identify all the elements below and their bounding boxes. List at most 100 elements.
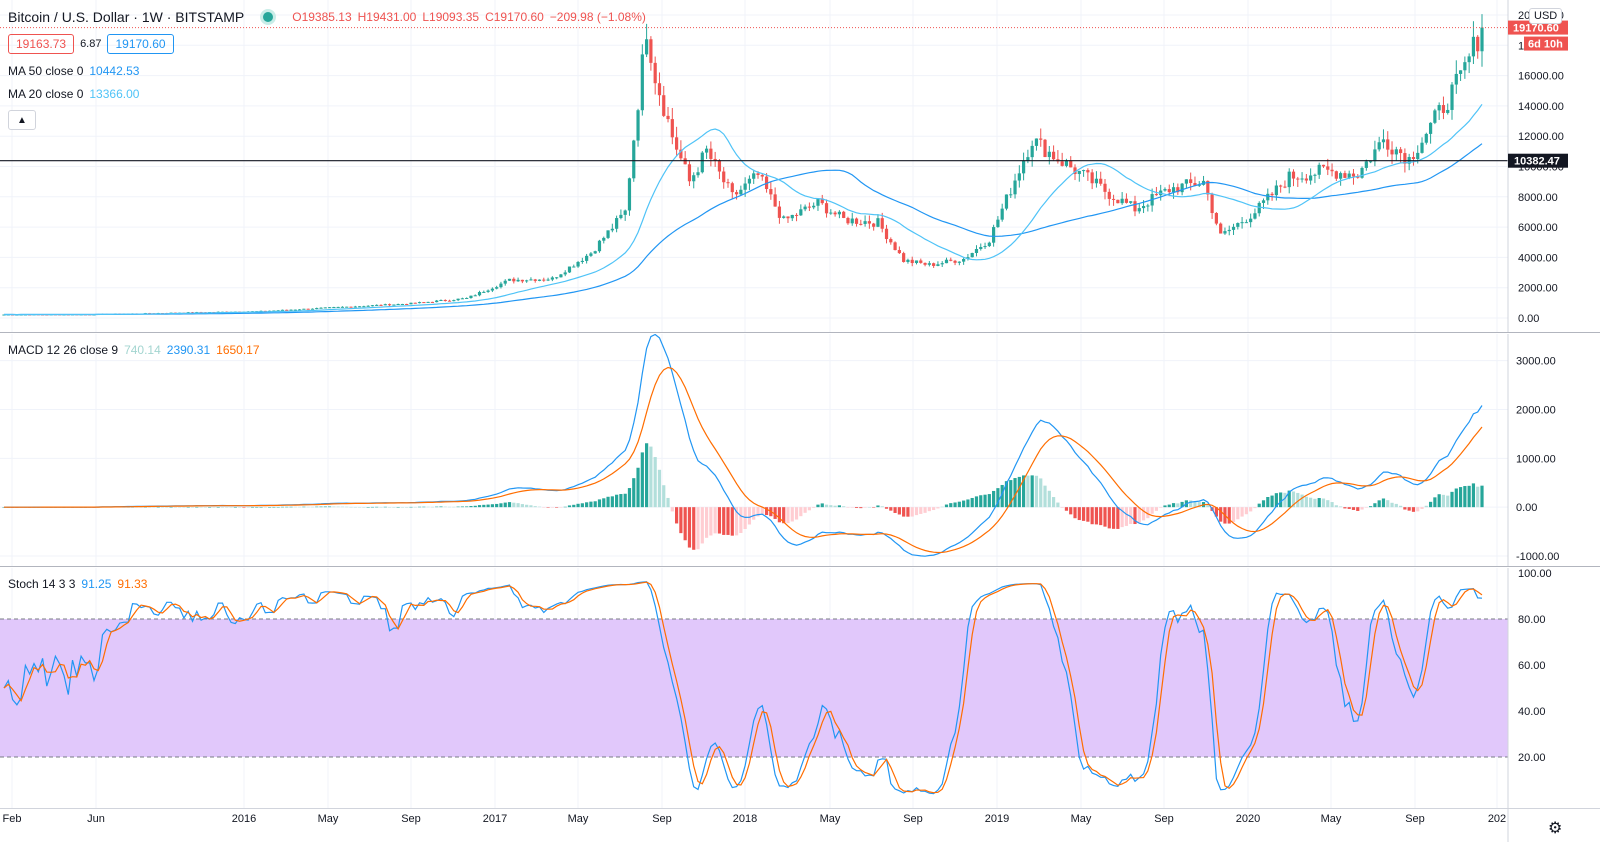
macd-histogram-bar [302, 506, 306, 508]
candle-body [1291, 171, 1296, 179]
macd-histogram-bar [160, 506, 165, 508]
macd-histogram-bar [850, 507, 854, 508]
candle-body [953, 260, 957, 263]
macd-histogram-bar [1103, 507, 1107, 527]
gear-icon[interactable]: ⚙ [1548, 820, 1563, 837]
candle-body [1420, 142, 1424, 153]
candle-body [1137, 208, 1141, 212]
macd-histogram-bar [632, 478, 636, 508]
macd-histogram-bar [824, 504, 829, 508]
macd-histogram-bar [653, 457, 657, 508]
price-pane[interactable]: 20000.0018000.0016000.0014000.0012000.00… [0, 0, 1600, 333]
macd-pane[interactable]: 3000.00 2000.00 1000.00 0.00 -1000.00 MACD 1… [0, 334, 1600, 567]
macd-histogram-bar [893, 507, 897, 513]
candle-body [1009, 194, 1013, 196]
ma50-legend[interactable]: MA 50 close 0 10442.53 [8, 64, 139, 78]
candle-body [1377, 142, 1381, 150]
candle-body [623, 210, 627, 215]
stoch-tick-label: 60.00 [1518, 660, 1546, 672]
macd-histogram-bar [1339, 506, 1343, 508]
macd-legend[interactable]: MACD 12 26 close 9 740.14 2390.31 1650.1… [8, 343, 260, 357]
candle-body [640, 54, 644, 111]
macd-histogram-bar [1420, 507, 1424, 509]
candle-body [310, 308, 315, 310]
macd-histogram-bar [884, 507, 889, 509]
macd-histogram-bar [1424, 505, 1428, 508]
macd-histogram-bar [623, 493, 627, 508]
macd-histogram-bar [139, 506, 143, 508]
candle-body [332, 307, 336, 309]
macd-histogram-bar [439, 506, 443, 508]
collapse-legend-button[interactable]: ▲ [8, 110, 36, 130]
macd-histogram-bar [812, 507, 816, 508]
candle-body [816, 198, 820, 206]
candle-body [743, 183, 747, 190]
macd-histogram-bar [1231, 507, 1236, 522]
price-chart[interactable]: 20000.0018000.0016000.0014000.0012000.00… [0, 0, 1600, 333]
time-axis[interactable]: Feb Jun 2016 May Sep 2017 May Sep 2018 May Sep 2019… [0, 808, 1600, 842]
candle-body [430, 301, 435, 303]
macd-histogram-bar [507, 502, 512, 508]
candle-body [854, 218, 859, 224]
candle-body [1154, 194, 1159, 196]
macd-histogram-bar [880, 506, 884, 508]
candle-body [443, 299, 447, 301]
macd-histogram-bar [679, 507, 683, 534]
stoch-legend[interactable]: Stoch 14 3 3 91.25 91.33 [8, 577, 147, 591]
ma20-legend[interactable]: MA 20 close 0 13366.00 [8, 87, 139, 101]
macd-histogram-bar [722, 507, 726, 535]
candle-body [533, 279, 537, 281]
macd-histogram-bar [1279, 492, 1283, 508]
macd-chart[interactable]: 3000.00 2000.00 1000.00 0.00 -1000.00 [0, 334, 1600, 567]
candle-body [1064, 160, 1069, 166]
macd-histogram-bar [1428, 501, 1433, 508]
macd-histogram-bar [546, 507, 550, 508]
candle-body [927, 263, 931, 265]
macd-histogram-bar [1163, 505, 1167, 508]
stoch-chart[interactable]: 100.00 80.00 60.00 40.00 20.00 [0, 568, 1600, 808]
candle-body [1313, 174, 1317, 176]
macd-tick-label: 1000.00 [1516, 453, 1556, 465]
time-axis-label: 2017 [483, 813, 507, 825]
candle-body [1090, 172, 1094, 184]
macd-histogram-bar [610, 496, 614, 508]
macd-histogram-bar [670, 507, 674, 512]
candle-body [679, 149, 683, 159]
macd-histogram-bar [1206, 505, 1210, 508]
macd-histogram-bar [469, 506, 473, 508]
candle-body [435, 300, 439, 303]
macd-histogram-bar [173, 506, 177, 508]
macd-histogram-bar [1219, 507, 1223, 522]
macd-histogram-bar [460, 506, 464, 508]
candle-body [1343, 173, 1347, 178]
macd-histogram-bar [636, 467, 640, 508]
currency-badge[interactable]: USD [1529, 8, 1563, 24]
candle-body [1197, 184, 1201, 186]
candle-body [1471, 36, 1476, 57]
candle-body [559, 274, 563, 278]
macd-histogram-bar [640, 452, 644, 508]
stoch-pane[interactable]: 100.00 80.00 60.00 40.00 20.00 Stoch 14 3 3 … [0, 568, 1600, 808]
macd-histogram-bar [1189, 500, 1193, 508]
candle-body [674, 137, 679, 150]
buy-price-button[interactable]: 19170.60 [107, 34, 174, 54]
symbol-title[interactable]: Bitcoin / U.S. Dollar · 1W · BITSTAMP [8, 9, 245, 25]
candle-body [370, 305, 375, 307]
macd-histogram-bar [169, 506, 173, 508]
macd-histogram-bar [709, 507, 713, 536]
macd-histogram-bar [422, 506, 426, 508]
macd-histogram-bar [953, 502, 957, 508]
time-axis-label: Sep [1154, 813, 1174, 825]
macd-histogram-bar [1343, 507, 1347, 509]
candle-body [1386, 139, 1390, 150]
macd-histogram-bar [1450, 491, 1454, 508]
candle-body [550, 277, 554, 280]
macd-histogram-bar [974, 496, 979, 508]
candle-body [1043, 139, 1047, 158]
market-status-dot [260, 9, 277, 25]
sell-price-button[interactable]: 19163.73 [8, 34, 75, 54]
macd-histogram-bar [1039, 478, 1043, 508]
candle-body [833, 212, 837, 215]
candle-body [542, 279, 546, 281]
candle-body [704, 148, 709, 153]
